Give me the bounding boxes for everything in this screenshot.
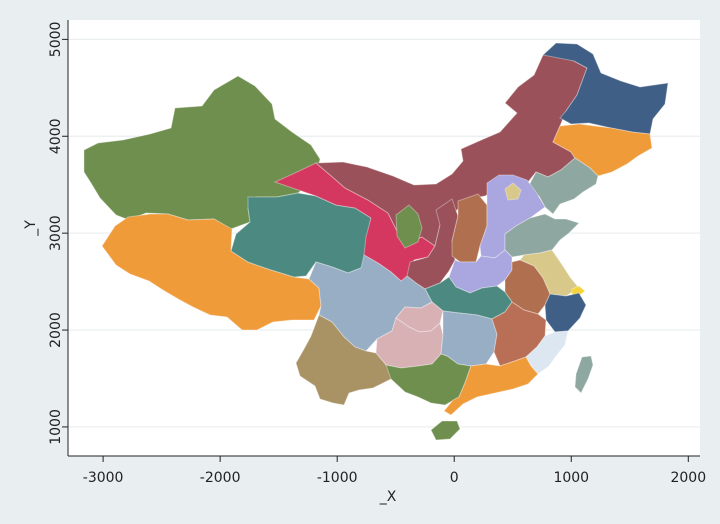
x-tick-label: -2000 — [200, 470, 241, 486]
region-shanghai — [571, 285, 586, 297]
y-tick-label: 4000 — [48, 118, 64, 154]
y-tick-label: 3000 — [48, 215, 64, 251]
region-liaoning — [525, 157, 599, 215]
y-tick-label: 1000 — [48, 409, 64, 445]
x-tick-label: -3000 — [83, 470, 124, 486]
region-taiwan — [574, 355, 594, 394]
x-tick-label: 0 — [450, 470, 459, 486]
region-hainan — [430, 420, 461, 441]
region-zhejiang — [544, 292, 587, 333]
y-axis-label: _Y — [23, 220, 39, 237]
region-guangdong — [443, 356, 539, 416]
x-tick-label: -1000 — [317, 470, 358, 486]
region-yunnan — [295, 314, 399, 406]
x-tick-label: 2000 — [670, 470, 706, 486]
region-beijing — [504, 182, 522, 201]
x-axis-label: _X — [379, 489, 397, 505]
y-tick-label: 5000 — [48, 22, 64, 58]
y-tick-label: 2000 — [48, 312, 64, 348]
x-tick-label: 1000 — [553, 470, 589, 486]
region-shandong — [504, 213, 580, 258]
region-ningxia — [395, 204, 423, 249]
region-jilin — [552, 123, 653, 177]
